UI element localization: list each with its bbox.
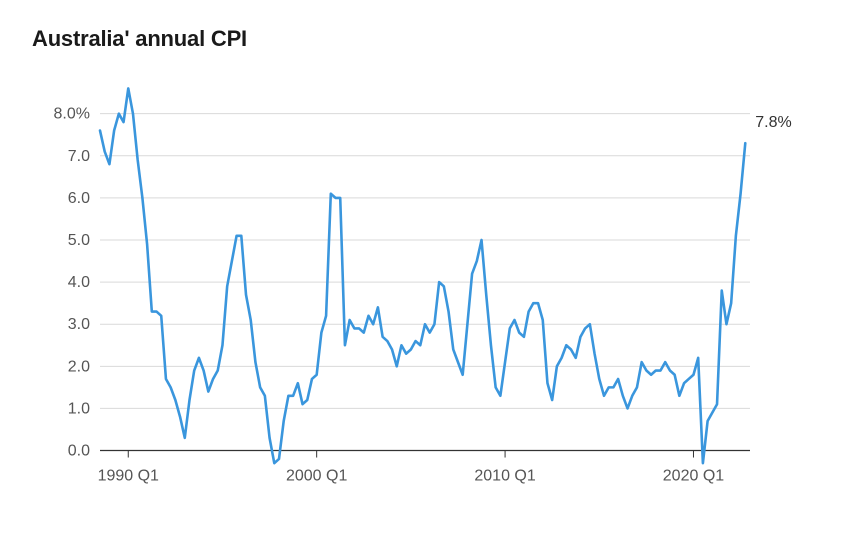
y-tick-label: 2.0 xyxy=(68,358,90,375)
y-tick-label: 4.0 xyxy=(68,274,90,291)
y-tick-label: 0.0 xyxy=(68,443,90,460)
cpi-series xyxy=(100,88,745,463)
y-tick-label: 1.0 xyxy=(68,400,90,417)
x-tick-label: 2010 Q1 xyxy=(474,468,535,485)
y-tick-label: 6.0 xyxy=(68,190,90,207)
y-tick-label: 5.0 xyxy=(68,232,90,249)
x-tick-label: 1990 Q1 xyxy=(98,468,159,485)
series-end-label: 7.8% xyxy=(755,114,791,131)
line-chart: 0.0 1.0 2.0 3.0 4.0 5.0 6.0 7.0 8.0% 1990 Q1 2000 … xyxy=(30,66,812,536)
y-tick-label: 8.0% xyxy=(54,106,90,123)
y-tick-label: 7.0 xyxy=(68,148,90,165)
x-tick-label: 2000 Q1 xyxy=(286,468,347,485)
y-tick-label: 3.0 xyxy=(68,316,90,333)
x-tick-label: 2020 Q1 xyxy=(663,468,724,485)
chart-title: Australia' annual CPI xyxy=(32,26,812,52)
